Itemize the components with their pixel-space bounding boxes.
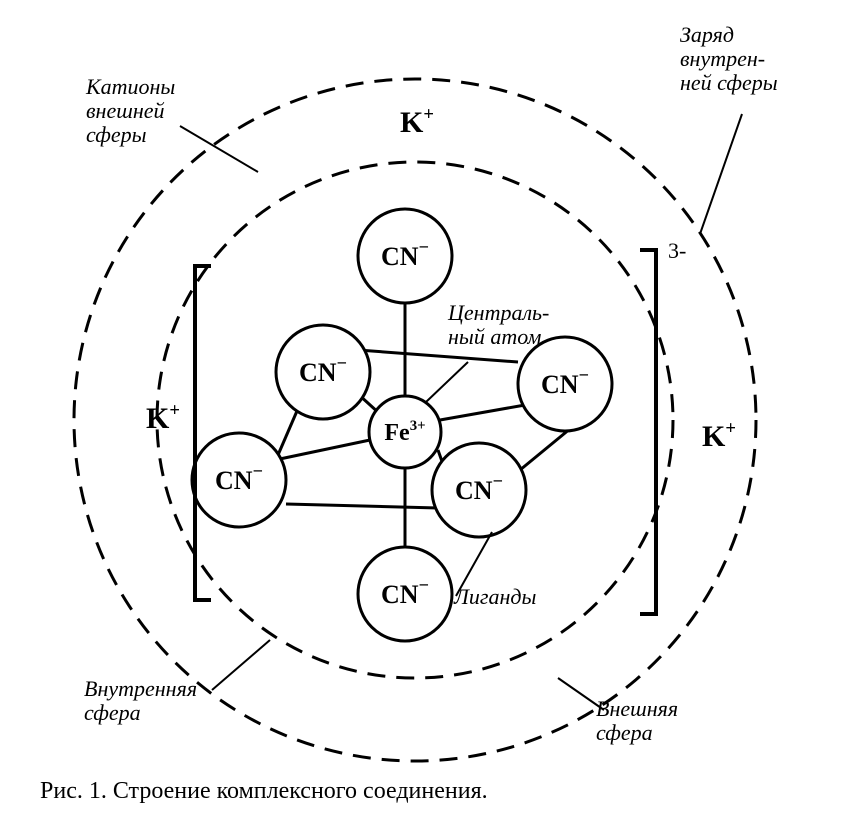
diagram-svg: CN−CN−CN−CN−CN−CN−Fe3+3-K+K+K+Катионывне…	[0, 0, 856, 822]
annotation-ligands: Лиганды	[453, 584, 537, 609]
annotation-centralAtom: ный атом	[448, 324, 541, 349]
annotation-outerCations: внешней	[86, 98, 165, 123]
figure-caption: Рис. 1. Строение комплексного соединения…	[40, 778, 488, 804]
annotation-innerSphere: Внутренняя	[84, 676, 197, 701]
diagram-container: CN−CN−CN−CN−CN−CN−Fe3+3-K+K+K+Катионывне…	[0, 0, 856, 822]
annotation-innerCharge: ней сферы	[680, 70, 778, 95]
annotation-centralAtom: Централь-	[447, 300, 549, 325]
annotation-innerCharge: внутрен-	[680, 46, 765, 71]
annotation-outerSphere: сфера	[596, 720, 653, 745]
annotation-outerSphere: Внешняя	[596, 696, 678, 721]
annotation-innerCharge: Заряд	[680, 22, 734, 47]
annotation-outerCations: Катионы	[85, 74, 175, 99]
annotation-outerCations: сферы	[86, 122, 147, 147]
complex-charge: 3-	[668, 238, 686, 263]
annotation-innerSphere: сфера	[84, 700, 141, 725]
